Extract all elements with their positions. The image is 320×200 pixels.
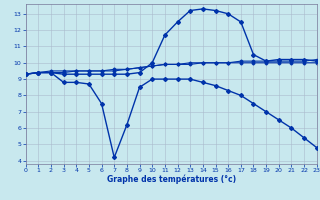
X-axis label: Graphe des températures (°c): Graphe des températures (°c) <box>107 175 236 184</box>
